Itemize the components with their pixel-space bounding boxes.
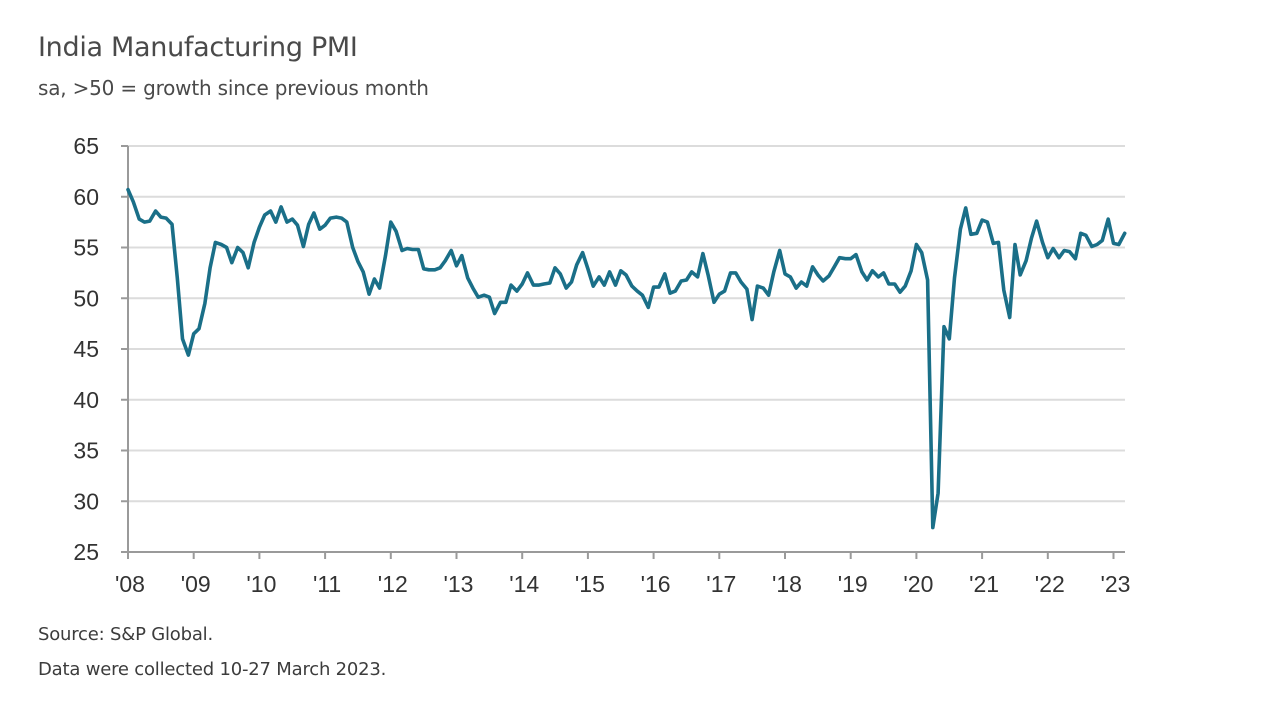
x-tick-label: '15 <box>575 571 605 597</box>
x-tick-label: '17 <box>706 571 736 597</box>
x-tick-label: '13 <box>444 571 474 597</box>
y-tick-label: 40 <box>73 387 99 413</box>
pmi-series-line <box>126 187 1127 530</box>
x-tick-label: '14 <box>509 571 539 597</box>
series-group <box>126 187 1127 530</box>
x-tick-label: '23 <box>1101 571 1131 597</box>
y-axis: 65 60 55 50 45 40 35 30 25 <box>73 133 129 565</box>
y-tick-label: 30 <box>73 488 99 514</box>
x-tick-label: '11 <box>313 571 341 597</box>
source-note: Source: S&P Global. <box>38 624 213 645</box>
y-tick-label: 45 <box>73 336 99 362</box>
x-axis: '08 '09 '10 '11 '12 '13 '14 '15 '16 '17 '18 '19 '20 '… <box>115 551 1131 597</box>
x-tick-label: '12 <box>378 571 408 597</box>
x-tick-label: '19 <box>838 571 868 597</box>
x-tick-label: '18 <box>772 571 802 597</box>
y-tick-label: 55 <box>73 235 99 261</box>
y-tick-label: 25 <box>73 539 99 565</box>
y-tick-label: 50 <box>73 285 99 311</box>
chart-subtitle: sa, >50 = growth since previous month <box>38 76 429 100</box>
x-tick-label: '21 <box>969 571 999 597</box>
y-tick-label: 60 <box>73 184 99 210</box>
x-tick-label: '16 <box>641 571 671 597</box>
x-tick-label: '10 <box>246 571 276 597</box>
x-tick-label: '20 <box>903 571 933 597</box>
x-tick-label: '09 <box>181 571 211 597</box>
chart-title: India Manufacturing PMI <box>38 32 358 63</box>
y-tick-label: 35 <box>73 438 99 464</box>
collection-note: Data were collected 10-27 March 2023. <box>38 659 387 680</box>
x-tick-label: '22 <box>1035 571 1065 597</box>
x-tick-label: '08 <box>115 571 145 597</box>
gridlines <box>128 145 1125 503</box>
y-tick-label: 65 <box>73 133 99 159</box>
